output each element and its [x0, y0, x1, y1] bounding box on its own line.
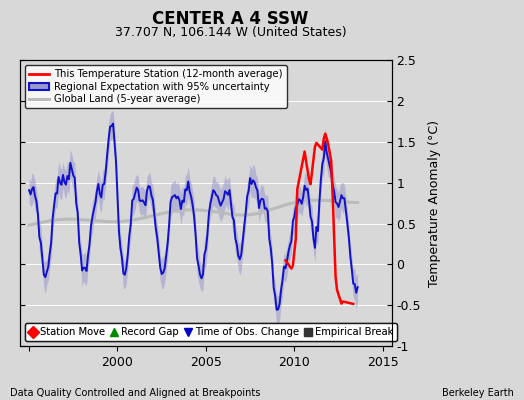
- Text: 37.707 N, 106.144 W (United States): 37.707 N, 106.144 W (United States): [115, 26, 346, 39]
- Text: CENTER A 4 SSW: CENTER A 4 SSW: [152, 10, 309, 28]
- Text: Data Quality Controlled and Aligned at Breakpoints: Data Quality Controlled and Aligned at B…: [10, 388, 261, 398]
- Legend: Station Move, Record Gap, Time of Obs. Change, Empirical Break: Station Move, Record Gap, Time of Obs. C…: [25, 323, 398, 341]
- Y-axis label: Temperature Anomaly (°C): Temperature Anomaly (°C): [428, 120, 441, 287]
- Text: Berkeley Earth: Berkeley Earth: [442, 388, 514, 398]
